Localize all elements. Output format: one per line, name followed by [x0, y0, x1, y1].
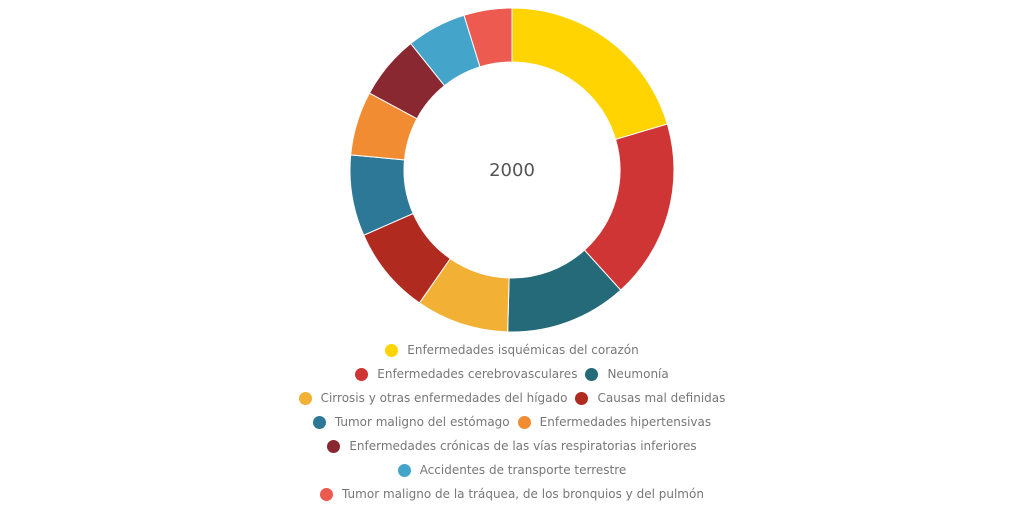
legend-row: Tumor maligno de la tráquea, de los bron…: [0, 482, 1024, 506]
donut-slice-1[interactable]: [511, 7, 668, 141]
center-year-label: 2000: [489, 160, 535, 181]
legend-label: Neumonía: [607, 367, 669, 381]
legend-swatch: [585, 367, 599, 381]
legend-swatch: [327, 439, 341, 453]
legend-item-4[interactable]: Cirrosis y otras enfermedades del hígado: [298, 391, 568, 405]
legend-label: Tumor maligno del estómago: [334, 415, 510, 429]
legend-swatch: [575, 391, 589, 405]
legend-label: Enfermedades hipertensivas: [539, 415, 712, 429]
legend-item-2[interactable]: Enfermedades cerebrovasculares: [355, 367, 577, 381]
legend-label: Enfermedades isquémicas del corazón: [407, 343, 639, 357]
legend-item-9[interactable]: Accidentes de transporte terrestre: [397, 463, 627, 477]
legend-swatch: [298, 391, 312, 405]
donut-slice-10[interactable]: [463, 7, 513, 68]
legend-swatch: [320, 487, 334, 501]
legend-item-7[interactable]: Enfermedades hipertensivas: [517, 415, 712, 429]
legend-item-1[interactable]: Enfermedades isquémicas del corazón: [385, 343, 639, 357]
legend-swatch: [355, 367, 369, 381]
legend-item-10[interactable]: Tumor maligno de la tráquea, de los bron…: [320, 487, 704, 501]
legend-row: Tumor maligno del estómago Enfermedades h…: [0, 410, 1024, 434]
legend-swatch: [517, 415, 531, 429]
legend-label: Accidentes de transporte terrestre: [419, 463, 627, 477]
legend-label: Cirrosis y otras enfermedades del hígado: [320, 391, 568, 405]
legend-row: Enfermedades crónicas de las vías respir…: [0, 434, 1024, 458]
legend-row: Enfermedades cerebrovasculares Neumonía: [0, 362, 1024, 386]
legend-item-3[interactable]: Neumonía: [585, 367, 669, 381]
legend-label: Enfermedades cerebrovasculares: [377, 367, 578, 381]
legend-label: Tumor maligno de la tráquea, de los bron…: [342, 487, 704, 501]
legend-item-6[interactable]: Tumor maligno del estómago: [312, 415, 510, 429]
legend-label: Causas mal definidas: [597, 391, 726, 405]
legend-row: Accidentes de transporte terrestre: [0, 458, 1024, 482]
chart-legend: Enfermedades isquémicas del corazón Enfer…: [0, 338, 1024, 506]
legend-swatch: [397, 463, 411, 477]
legend-swatch: [312, 415, 326, 429]
legend-row: Enfermedades isquémicas del corazón: [0, 338, 1024, 362]
legend-row: Cirrosis y otras enfermedades del hígado…: [0, 386, 1024, 410]
legend-swatch: [385, 343, 399, 357]
donut-slices: [349, 7, 675, 333]
legend-label: Enfermedades crónicas de las vías respir…: [349, 439, 697, 453]
legend-item-8[interactable]: Enfermedades crónicas de las vías respir…: [327, 439, 697, 453]
donut-chart-plot: 2000: [349, 7, 675, 333]
legend-item-5[interactable]: Causas mal definidas: [575, 391, 725, 405]
